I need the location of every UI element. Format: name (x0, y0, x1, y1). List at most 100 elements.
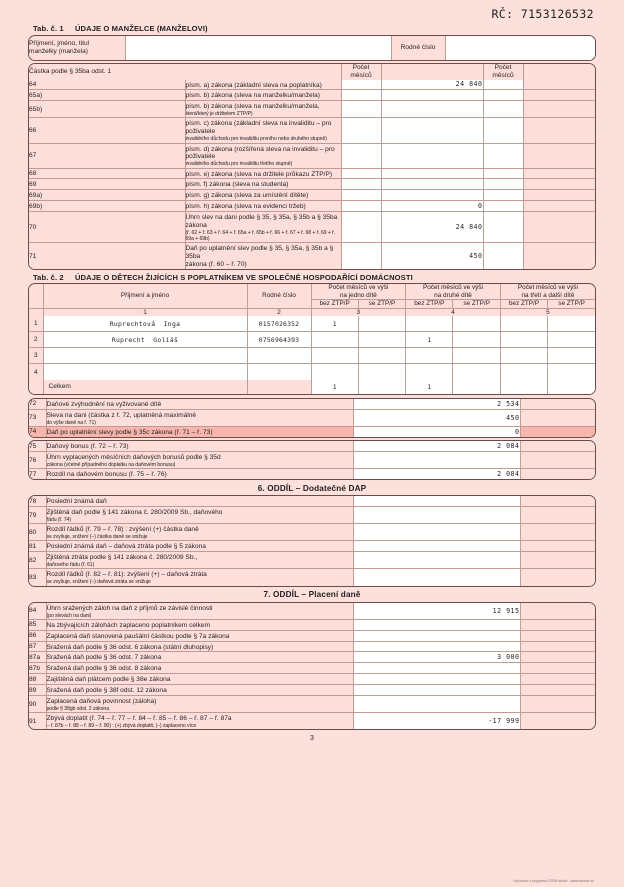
months-input-1[interactable] (340, 100, 382, 119)
child-months-2-without[interactable] (405, 347, 454, 365)
child-months-2-with[interactable] (452, 331, 501, 349)
row-value-input[interactable] (352, 695, 521, 714)
row-value-input[interactable] (352, 673, 521, 686)
child-months-1-without[interactable] (310, 331, 359, 349)
child-name-input[interactable]: Ruprecht Goliáš (42, 331, 248, 349)
amount-input-1[interactable] (380, 142, 484, 169)
child-months-1-without[interactable]: 1 (310, 315, 359, 333)
amount-input-1[interactable] (380, 189, 484, 202)
months-input-2[interactable] (482, 142, 524, 169)
child-name-input[interactable] (42, 347, 248, 365)
amount-input-1[interactable]: 24 840 (380, 211, 484, 244)
child-rc-input[interactable] (246, 363, 312, 380)
months-input-1[interactable] (340, 117, 382, 144)
amount-input-1[interactable] (380, 89, 484, 102)
row-fine-print: invalidního důchodu pro invaliditu první… (185, 136, 327, 143)
row-number: 77 (29, 468, 47, 480)
child-months-3-with[interactable] (547, 315, 595, 333)
row-value-input[interactable] (352, 496, 521, 508)
child-name-input[interactable] (42, 363, 248, 380)
child-months-1-with[interactable] (357, 363, 407, 380)
children-group3-header: Počet měsíců ve výši na třetí a další dí… (499, 284, 595, 301)
row-value-input[interactable]: 2 084 (352, 468, 521, 480)
row-value-input[interactable] (352, 640, 521, 653)
months-input-1[interactable] (340, 200, 382, 213)
child-months-3-with[interactable] (547, 331, 595, 349)
child-months-1-with[interactable] (357, 315, 407, 333)
row-value-input[interactable]: 12 915 (352, 602, 521, 620)
child-rc-input[interactable]: 0756964393 (246, 331, 312, 349)
months-input-2[interactable] (482, 89, 524, 102)
row-value-input[interactable] (352, 662, 521, 675)
months-input-1[interactable] (340, 211, 382, 244)
child-months-2-with[interactable] (452, 363, 501, 380)
row-value-input[interactable]: 2 534 (352, 398, 521, 410)
amount-input-1[interactable] (380, 178, 484, 191)
amount-cell-2 (522, 117, 595, 144)
amount-input-1[interactable] (380, 167, 484, 180)
row-value-secondary (519, 468, 595, 480)
child-months-3-with[interactable] (547, 347, 595, 365)
amount-input-1[interactable] (380, 117, 484, 144)
months-input-2[interactable] (482, 211, 524, 244)
months-input-1[interactable] (340, 178, 382, 191)
row-value-input[interactable]: 450 (352, 408, 521, 427)
spouse-rc-input[interactable] (444, 35, 595, 60)
row-value-input[interactable] (352, 684, 521, 697)
months-input-2[interactable] (482, 178, 524, 191)
months-input-1[interactable] (340, 89, 382, 102)
months-input-2[interactable] (482, 242, 524, 270)
child-months-1-without[interactable] (310, 363, 359, 380)
row-value-input[interactable]: -17 999 (352, 712, 521, 730)
child-name-input[interactable]: Ruprechtová Inga (42, 315, 248, 333)
row-value-input[interactable] (352, 506, 521, 525)
child-months-2-with[interactable] (452, 347, 501, 365)
child-months-2-with[interactable] (452, 315, 501, 333)
section7-box: 84 Úhrn sražených záloh na daň z příjmů z… (28, 601, 596, 731)
row-fine-print: se zvyšuje, snížení (–) daňová ztráta se… (46, 579, 151, 586)
months-input-1[interactable] (340, 79, 382, 91)
child-months-3-without[interactable] (499, 363, 549, 380)
months-input-1[interactable] (340, 189, 382, 202)
total-c4a: 1 (405, 379, 454, 394)
row-value-input[interactable] (352, 523, 521, 542)
child-rc-input[interactable]: 0157026352 (246, 315, 312, 333)
amount-input-1[interactable]: 24 840 (380, 79, 484, 91)
amount-input-1[interactable]: 450 (380, 242, 484, 270)
row-value-input[interactable] (352, 629, 521, 642)
child-months-3-without[interactable] (499, 331, 549, 349)
child-months-1-without[interactable] (310, 347, 359, 365)
child-months-1-with[interactable] (357, 331, 407, 349)
amount-input-1[interactable] (380, 100, 484, 119)
row-value-input[interactable] (352, 568, 521, 586)
row-value-input[interactable]: 3 000 (352, 651, 521, 664)
row-value-input[interactable] (352, 540, 521, 553)
credit-row: 69 písm. f) zákona (sleva na studenta) (29, 178, 595, 191)
months-input-1[interactable] (340, 142, 382, 169)
row-value-secondary (519, 496, 595, 508)
amount-input-1[interactable]: 0 (380, 200, 484, 213)
child-months-2-without[interactable]: 1 (405, 331, 454, 349)
row-value-input[interactable] (352, 451, 521, 470)
months-input-1[interactable] (340, 242, 382, 270)
child-months-2-without[interactable] (405, 363, 454, 380)
child-months-3-without[interactable] (499, 315, 549, 333)
months-input-2[interactable] (482, 117, 524, 144)
child-months-3-without[interactable] (499, 347, 549, 365)
row-value-input[interactable]: 0 (352, 425, 521, 437)
months-input-2[interactable] (482, 189, 524, 202)
months-input-2[interactable] (482, 167, 524, 180)
child-rc-input[interactable] (246, 347, 312, 365)
tax-payment-row: 84 Úhrn sražených záloh na daň z příjmů z… (29, 602, 595, 620)
spouse-name-input[interactable] (124, 35, 392, 60)
row-value-input[interactable]: 2 084 (352, 441, 521, 453)
child-months-2-without[interactable] (405, 315, 454, 333)
child-months-1-with[interactable] (357, 347, 407, 365)
months-input-2[interactable] (482, 200, 524, 213)
row-value-input[interactable] (352, 618, 521, 631)
months-input-2[interactable] (482, 79, 524, 91)
row-value-input[interactable] (352, 551, 521, 570)
child-months-3-with[interactable] (547, 363, 595, 380)
months-input-1[interactable] (340, 167, 382, 180)
months-input-2[interactable] (482, 100, 524, 119)
